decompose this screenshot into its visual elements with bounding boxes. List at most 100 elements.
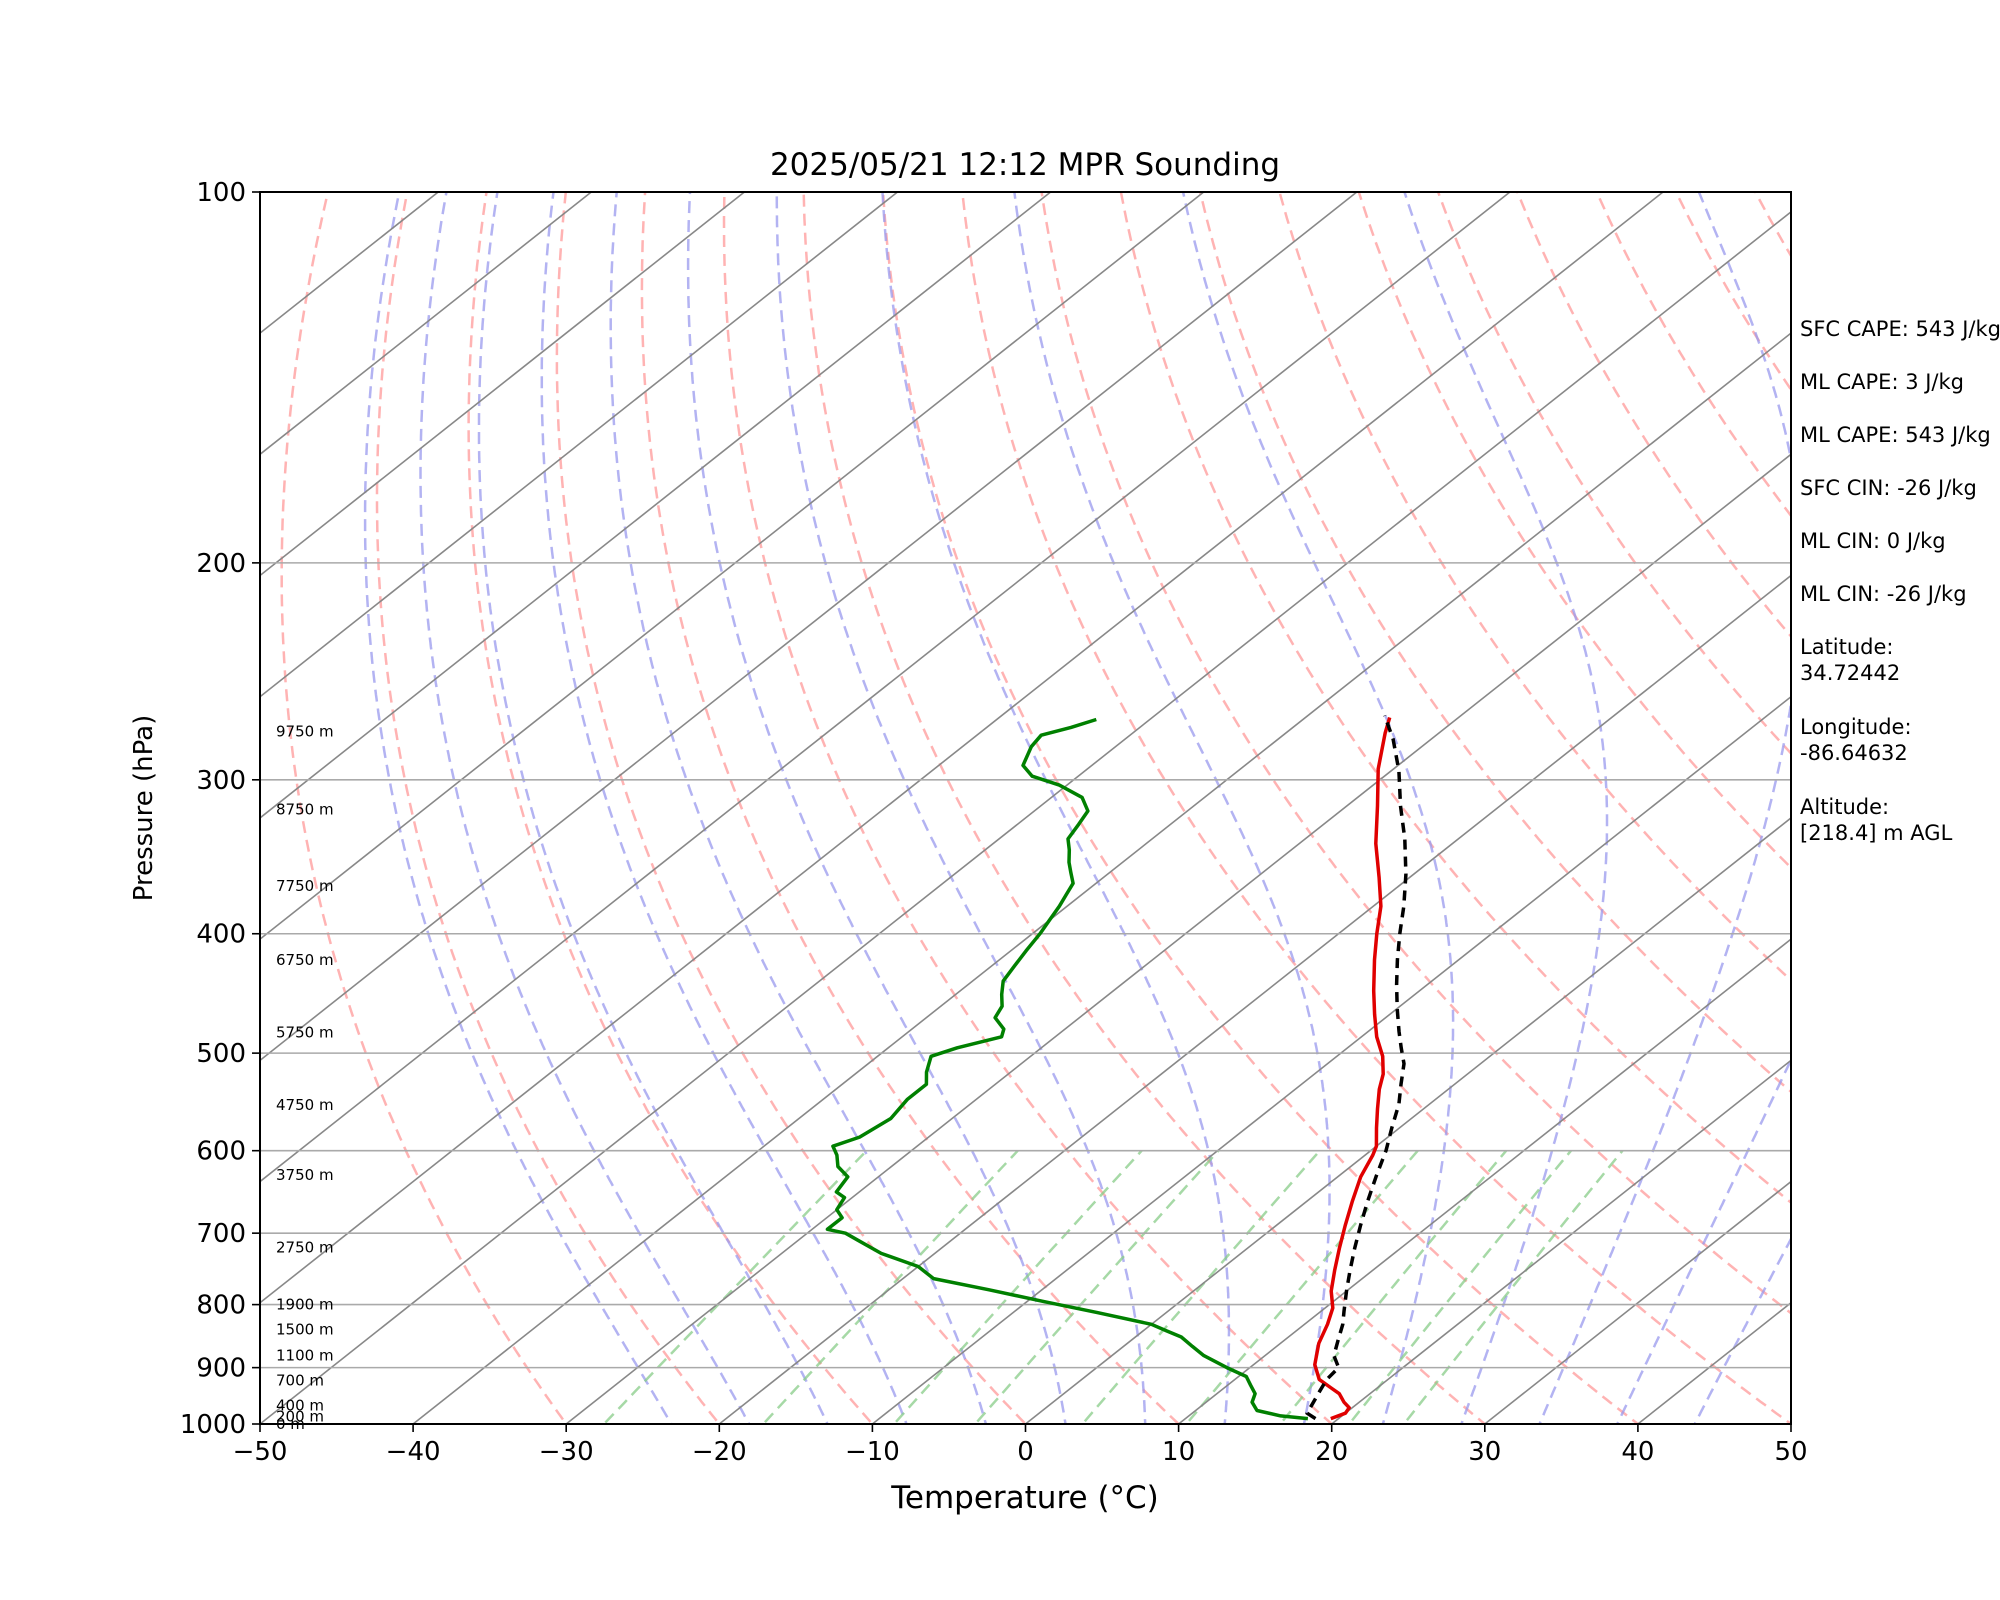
- dry-adiabat: [802, 192, 1487, 1424]
- isobars: [260, 192, 1791, 1424]
- isotherm: [411, 332, 1791, 1424]
- x-tick-label: 20: [1315, 1437, 1348, 1467]
- moist-adiabat: [881, 192, 1231, 1424]
- height-label: 5750 m: [276, 1023, 334, 1041]
- x-tick-label: −50: [233, 1437, 288, 1467]
- moist-adiabat: [1693, 1236, 1791, 1424]
- latitude: Latitude: 34.72442: [1800, 634, 2000, 686]
- isotherm: [260, 192, 440, 335]
- height-label: 200 m: [276, 1407, 324, 1425]
- sfc-cin: SFC CIN: -26 J/kg: [1800, 476, 1977, 500]
- dry-adiabat: [961, 192, 1791, 1424]
- x-tick-label: −40: [386, 1437, 441, 1467]
- moist-adiabat: [540, 192, 908, 1424]
- ml-cin-1: ML CIN: 0 J/kg: [1800, 529, 1946, 553]
- isotherm: [718, 574, 1791, 1424]
- isotherm: [564, 453, 1791, 1424]
- mixing-ratio-line: [602, 1149, 868, 1424]
- y-tick-label: 800: [196, 1291, 246, 1321]
- height-label: 4750 m: [276, 1096, 334, 1114]
- mixing-ratio-line: [1347, 1149, 1572, 1424]
- mixing-ratio-line: [1080, 1149, 1321, 1424]
- dry-adiabat: [1119, 192, 1791, 1205]
- height-label: 700 m: [276, 1372, 324, 1390]
- moist-adiabat: [686, 192, 1067, 1424]
- dry-adiabat: [375, 192, 721, 1424]
- height-label: 7750 m: [276, 877, 334, 895]
- x-axis-label: Temperature (°C): [890, 1480, 1159, 1516]
- isotherm: [260, 192, 1512, 1183]
- moist-adiabat: [1013, 192, 1331, 1424]
- isotherm: [1024, 816, 1791, 1424]
- y-tick-label: 400: [196, 920, 246, 950]
- dry-adiabat: [1040, 192, 1791, 1315]
- chart-title: 2025/05/21 12:12 MPR Sounding: [770, 147, 1280, 183]
- height-label: 8750 m: [276, 800, 334, 818]
- isotherm: [260, 192, 1665, 1304]
- latitude-label: Latitude:: [1800, 635, 1894, 659]
- dry-adiabat: [1198, 192, 1791, 1094]
- x-tick-label: −10: [845, 1437, 900, 1467]
- dry-adiabat: [1278, 192, 1791, 982]
- isotherm: [1330, 1059, 1791, 1424]
- dry-adiabat: [881, 192, 1640, 1424]
- y-axis-label: Pressure (hPa): [129, 715, 159, 902]
- isotherm: [260, 192, 899, 698]
- height-label: 0 m: [276, 1415, 305, 1433]
- isotherm: [260, 210, 1791, 1424]
- x-tick-label: 30: [1468, 1437, 1501, 1467]
- sfc-cape: SFC CAPE: 543 J/kg: [1800, 317, 2000, 341]
- plot-frame: [259, 191, 1792, 1425]
- moist-adiabats: [363, 192, 1791, 1424]
- altitude-label: Altitude:: [1800, 795, 1890, 819]
- mixing-ratio-line: [973, 1149, 1220, 1424]
- y-axis-ticks: 100 200 300 400 500 600 700 800 900 1000: [180, 178, 260, 1440]
- moist-adiabat: [1538, 192, 1791, 1424]
- profile-lines: [825, 714, 1408, 1421]
- height-label: 2750 m: [276, 1238, 334, 1256]
- x-tick-label: −30: [539, 1437, 594, 1467]
- isotherm: [260, 192, 1205, 941]
- height-label: 6750 m: [276, 951, 334, 969]
- dry-adiabat: [467, 192, 875, 1424]
- dry-adiabat: [1436, 192, 1791, 756]
- isotherm: [1177, 938, 1791, 1424]
- longitude-value: -86.64632: [1800, 741, 1908, 765]
- height-label: 1900 m: [276, 1296, 334, 1314]
- dry-adiabat: [722, 192, 1334, 1424]
- mixing-ratio-line: [761, 1149, 1019, 1424]
- mixing-ratio-line: [1278, 1149, 1508, 1424]
- isotherm: [1483, 1180, 1791, 1424]
- skewed-isotherms: [260, 192, 1791, 1424]
- y-tick-label: 1000: [180, 1410, 246, 1440]
- height-label: 1500 m: [276, 1320, 334, 1338]
- isotherm: [260, 192, 1052, 819]
- y-tick-label: 500: [196, 1039, 246, 1069]
- temperature-line: [1313, 717, 1392, 1421]
- moist-adiabat: [419, 192, 751, 1424]
- x-tick-label: −20: [692, 1437, 747, 1467]
- y-tick-label: 600: [196, 1137, 246, 1167]
- dry-adiabats: [280, 192, 1791, 1424]
- height-label: 9750 m: [276, 722, 334, 740]
- isotherm: [260, 192, 746, 577]
- longitude: Longitude: -86.64632: [1800, 714, 2000, 766]
- altitude: Altitude: [218.4] m AGL: [1800, 794, 2000, 846]
- x-tick-label: 50: [1774, 1437, 1807, 1467]
- height-label: 3750 m: [276, 1166, 334, 1184]
- height-label: 1100 m: [276, 1347, 334, 1365]
- dewpoint-line: [825, 717, 1309, 1421]
- mixing-ratio-line: [1402, 1149, 1624, 1424]
- latitude-value: 34.72442: [1800, 661, 1901, 685]
- sounding-stats: SFC CAPE: 543 J/kg ML CAPE: 3 J/kg ML CA…: [1800, 316, 2000, 874]
- height-label: 400 m: [276, 1396, 324, 1414]
- isotherm: [260, 192, 593, 456]
- x-tick-label: 10: [1162, 1437, 1195, 1467]
- dry-adiabat: [640, 192, 1181, 1424]
- x-tick-label: 0: [1017, 1437, 1034, 1467]
- x-axis-ticks: −50 −40 −30 −20 −10 0 10 20 30 40 50: [233, 1424, 1808, 1467]
- ml-cape-1: ML CAPE: 3 J/kg: [1800, 370, 1965, 394]
- y-tick-label: 900: [196, 1354, 246, 1384]
